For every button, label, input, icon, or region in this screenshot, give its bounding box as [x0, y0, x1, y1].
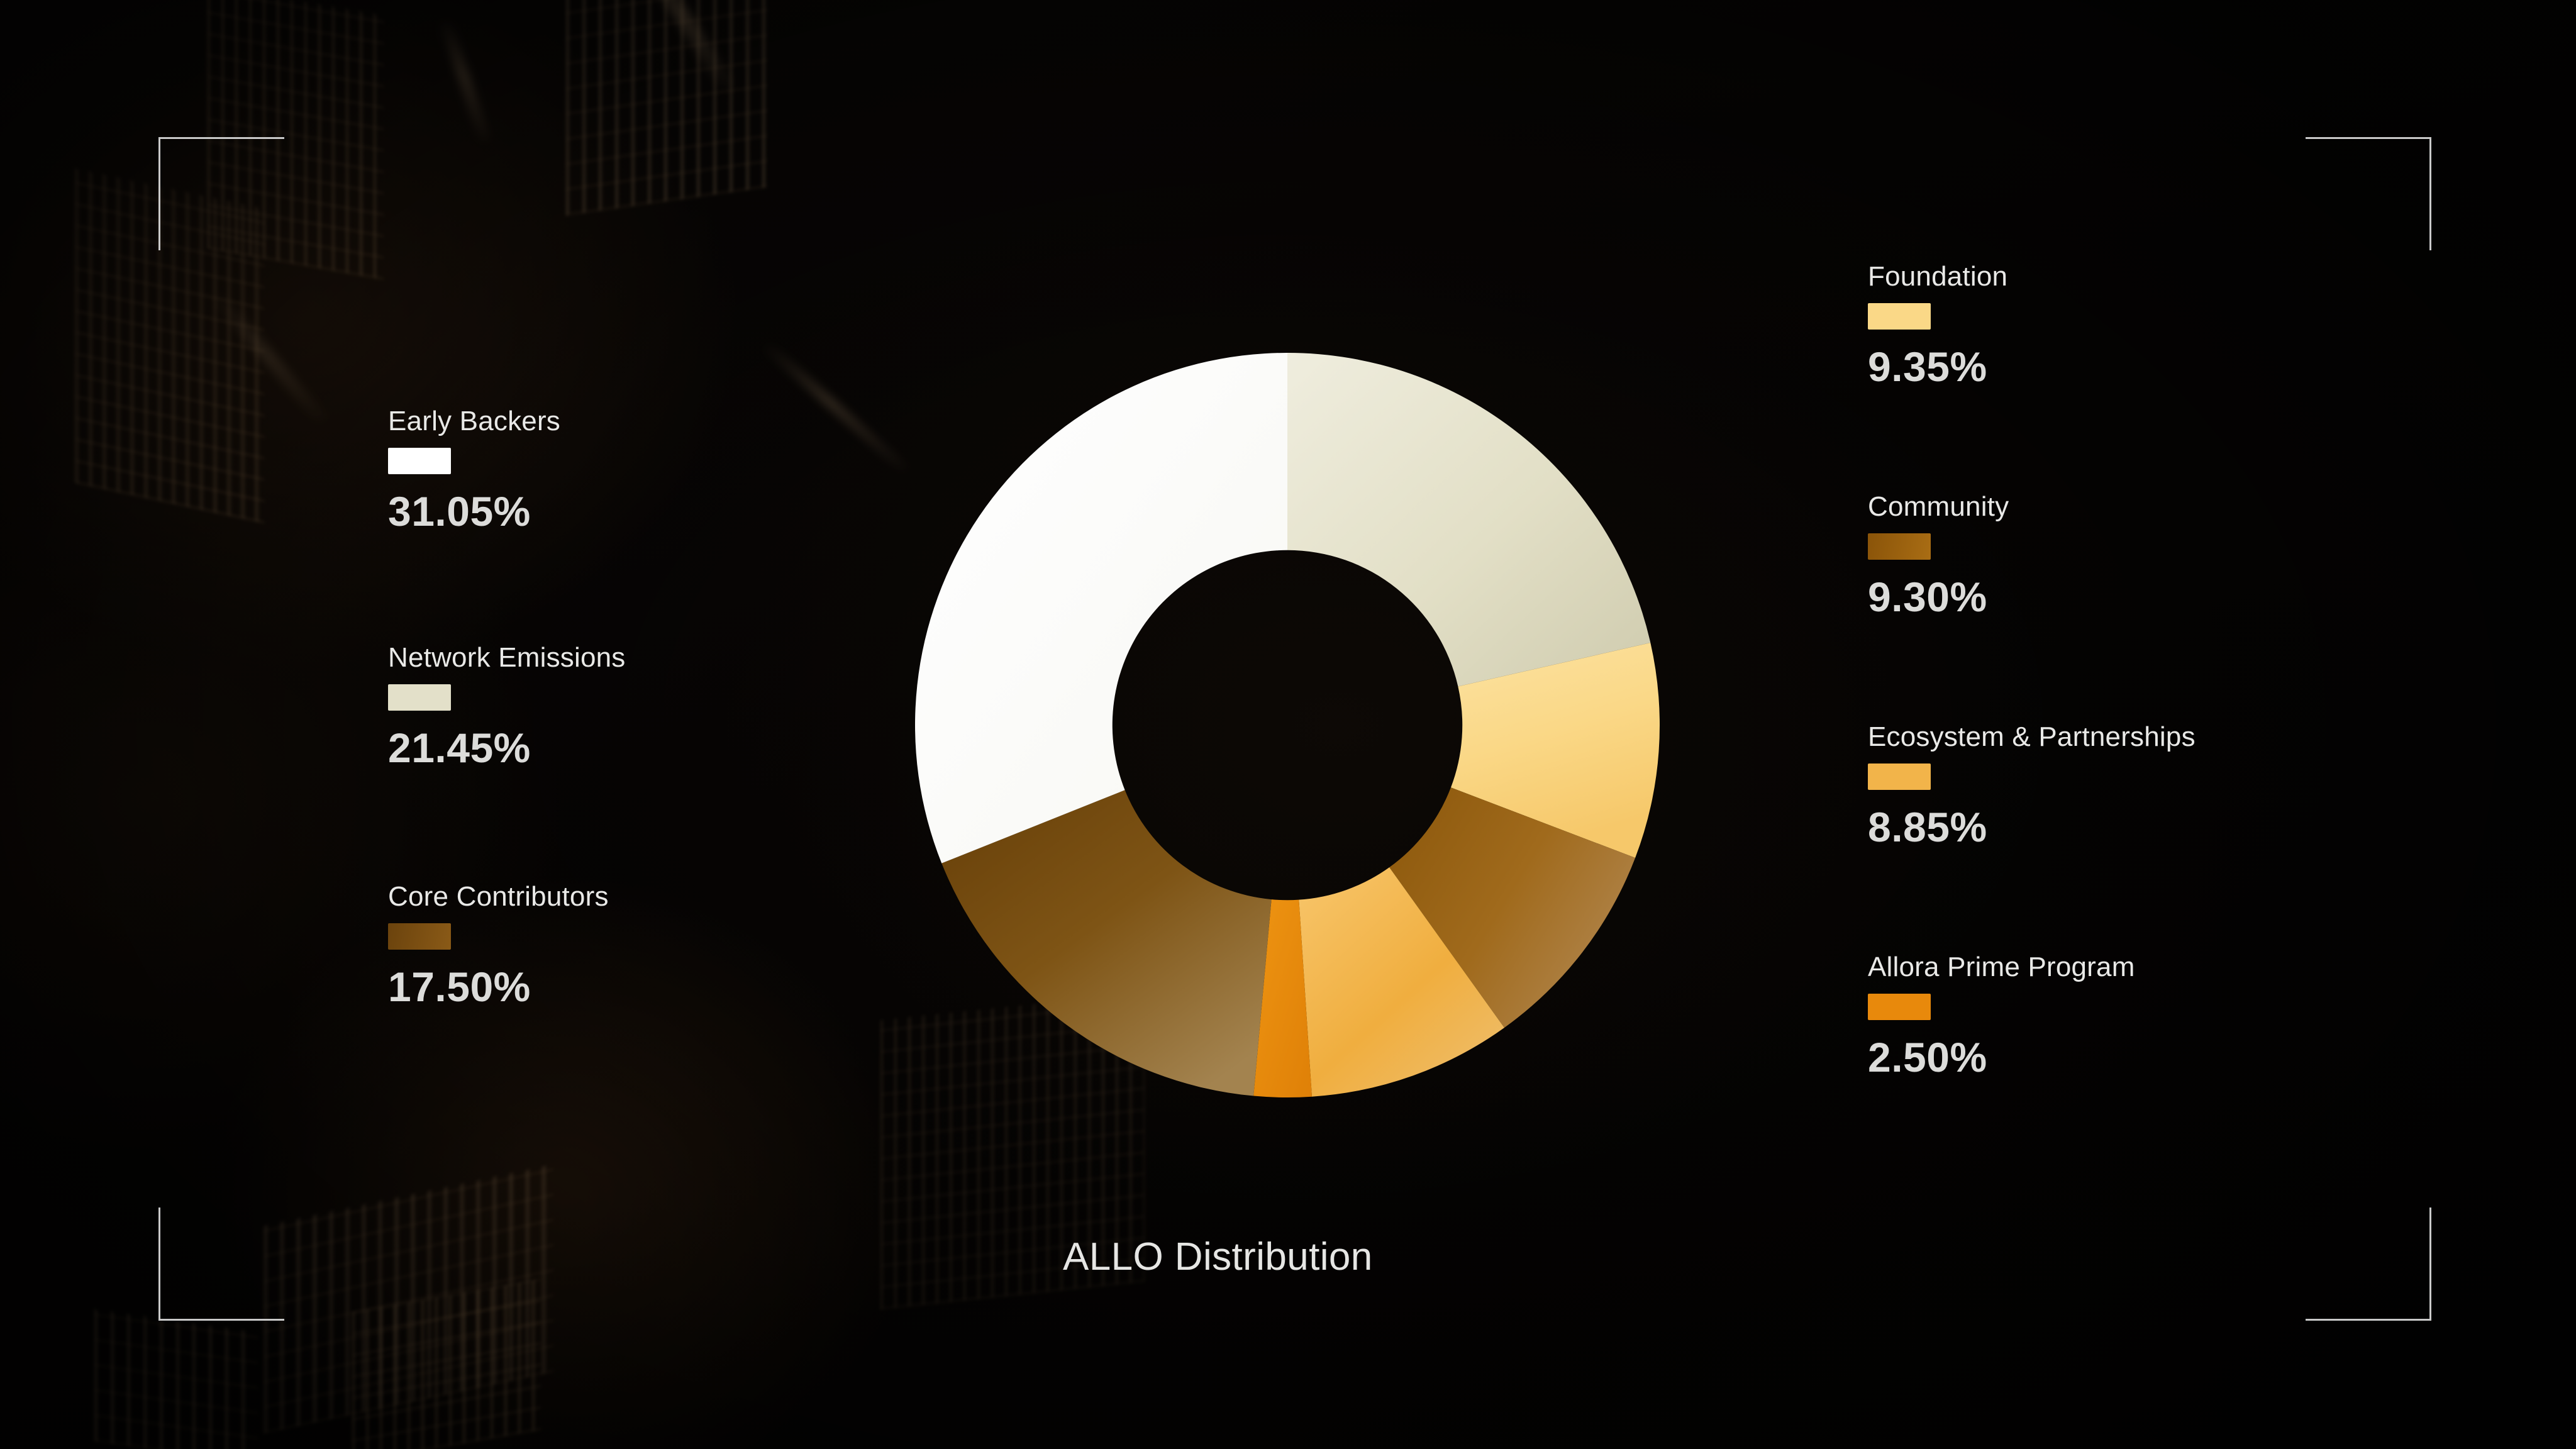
legend-item-label: Allora Prime Program — [1868, 952, 2135, 982]
donut-slice-allora-prime-program[interactable] — [1253, 899, 1313, 1098]
donut-slice-early-backers[interactable] — [915, 353, 1287, 863]
legend-color-swatch — [1868, 763, 1931, 790]
legend-item-early-backers[interactable]: Early Backers 31.05% — [388, 408, 560, 532]
legend-color-swatch — [388, 448, 451, 474]
legend-item-label: Foundation — [1868, 261, 2008, 292]
legend-item-label: Core Contributors — [388, 881, 609, 912]
legend-item-foundation[interactable]: Foundation 9.35% — [1868, 263, 2007, 387]
bracket-line-horizontal — [158, 137, 284, 139]
legend-item-label: Ecosystem & Partnerships — [1868, 721, 2196, 752]
legend-item-value: 21.45% — [388, 724, 531, 771]
bracket-line-vertical — [2429, 1208, 2431, 1321]
legend-item-value: 9.35% — [1868, 343, 1987, 390]
corner-bracket-top-left — [158, 137, 284, 250]
chart-title: ALLO Distribution — [1063, 1235, 1373, 1279]
legend-item-label: Network Emissions — [388, 642, 626, 673]
legend-item-ecosystem-partnerships[interactable]: Ecosystem & Partnerships 8.85% — [1868, 723, 2196, 848]
donut-slice-network-emissions[interactable] — [1287, 353, 1651, 687]
bracket-line-horizontal — [2306, 1319, 2431, 1321]
donut-slice-community[interactable] — [1389, 787, 1636, 1028]
legend-item-value: 8.85% — [1868, 804, 1987, 850]
legend-item-label: Early Backers — [388, 406, 561, 436]
corner-bracket-bottom-left — [158, 1208, 284, 1321]
legend-color-swatch — [388, 684, 451, 711]
legend-color-swatch — [1868, 994, 1931, 1020]
donut-slice-foundation[interactable] — [1450, 643, 1660, 858]
donut-slice-core-contributors[interactable] — [941, 790, 1272, 1096]
corner-bracket-top-right — [2306, 137, 2431, 250]
legend-item-value: 17.50% — [388, 963, 531, 1010]
bracket-line-vertical — [158, 1208, 160, 1321]
legend-item-label: Community — [1868, 491, 2009, 522]
bracket-line-horizontal — [2306, 137, 2431, 139]
donut-slice-ecosystem-partnerships[interactable] — [1299, 867, 1504, 1097]
bracket-line-horizontal — [158, 1319, 284, 1321]
legend-color-swatch — [388, 923, 451, 950]
legend-item-core-contributors[interactable]: Core Contributors 17.50% — [388, 883, 609, 1008]
bracket-line-vertical — [2429, 137, 2431, 250]
donut-slices — [915, 353, 1660, 1098]
donut-chart-svg — [915, 353, 1660, 1098]
legend-item-value: 31.05% — [388, 488, 531, 535]
legend-item-community[interactable]: Community 9.30% — [1868, 493, 2009, 618]
legend-item-network-emissions[interactable]: Network Emissions 21.45% — [388, 644, 626, 769]
legend-color-swatch — [1868, 303, 1931, 330]
bracket-line-vertical — [158, 137, 160, 250]
legend-color-swatch — [1868, 533, 1931, 560]
donut-chart[interactable] — [913, 351, 1662, 1099]
corner-bracket-bottom-right — [2306, 1208, 2431, 1321]
legend-item-value: 2.50% — [1868, 1034, 1987, 1080]
legend-item-value: 9.30% — [1868, 574, 1987, 620]
legend-item-allora-prime-program[interactable]: Allora Prime Program 2.50% — [1868, 953, 2135, 1078]
